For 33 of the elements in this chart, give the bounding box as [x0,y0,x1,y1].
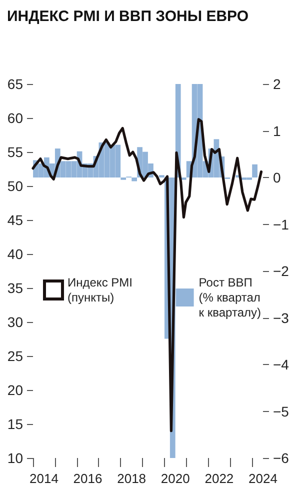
y-tick-label: 55 [7,144,24,160]
bar [252,164,258,178]
legend-label: Индекс PMI (пункты) [68,276,132,304]
y-tick-label: 40 [7,246,24,262]
y2-tick-label: 1 [273,122,281,139]
x-tick-label: 2016 [73,471,102,486]
y-tick-label: 10 [7,450,24,466]
y-tick-label: 65 [7,76,24,92]
y-tick-label: 45 [7,212,24,228]
x-tick-label: 2018 [117,471,146,486]
y2-tick-label: −2 [273,263,290,279]
y-tick-label: 35 [7,280,24,296]
y2-tick-label: −3 [273,310,290,326]
x-tick-label: 2024 [248,471,278,486]
y2-tick-label: −6 [273,450,290,466]
legend-label: Рост ВВП (% квартал к кварталу) [198,276,262,320]
bar [132,178,137,182]
chart-title: ИНДЕКС PMI И ВВП ЗОНЫ ЕВРО [7,8,249,25]
x-tick-label: 2022 [204,471,234,486]
y-tick-label: 25 [7,348,24,364]
x-tick-label: 2020 [160,471,190,486]
y2-tick-label: −4 [273,356,290,372]
y-tick-label: 60 [7,110,24,126]
y-tick-label: 50 [7,178,24,194]
y2-tick-label: −1 [273,216,290,232]
y2-tick-label: 2 [273,76,281,92]
y-tick-label: 30 [7,314,24,330]
y2-tick-label: 0 [273,170,281,186]
y-tick-label: 20 [7,382,24,398]
line-series [32,118,263,432]
y2-tick-label: −5 [273,403,290,420]
x-tick-label: 2014 [29,471,58,486]
y-tick-label: 15 [7,416,24,432]
